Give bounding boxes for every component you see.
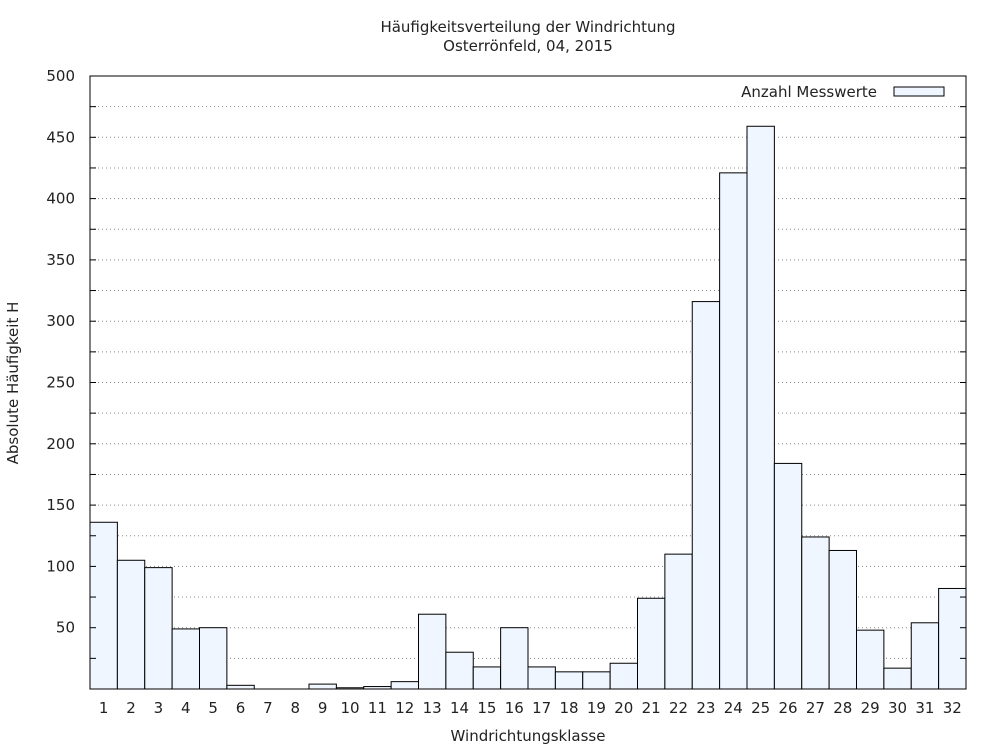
x-tick-label: 23 — [696, 699, 715, 717]
bars — [89, 125, 967, 690]
bar — [500, 627, 529, 690]
bar — [910, 622, 940, 690]
x-tick-label: 24 — [724, 699, 743, 717]
x-axis-label: Windrichtungsklasse — [451, 727, 606, 745]
bar — [582, 671, 611, 690]
x-tick-label: 6 — [236, 699, 246, 717]
x-tick-label: 1 — [99, 699, 109, 717]
bar — [171, 628, 200, 690]
bar — [554, 671, 584, 690]
x-tick-label: 28 — [833, 699, 852, 717]
x-tick-label: 10 — [341, 699, 360, 717]
x-tick-label: 22 — [669, 699, 688, 717]
x-tick-label: 13 — [423, 699, 442, 717]
bar — [746, 125, 775, 690]
y-tick-label: 200 — [46, 435, 75, 453]
x-tick-label: 25 — [751, 699, 770, 717]
y-tick-label: 100 — [46, 557, 75, 575]
bar — [801, 536, 830, 690]
x-tick-label: 17 — [532, 699, 551, 717]
bar — [144, 567, 173, 690]
y-tick-label: 300 — [46, 312, 75, 330]
bar — [691, 301, 721, 690]
x-tick-label: 31 — [915, 699, 934, 717]
bar — [719, 172, 748, 690]
bar — [664, 553, 693, 690]
chart-subtitle: Osterrönfeld, 04, 2015 — [443, 37, 613, 55]
x-tick-label: 30 — [888, 699, 907, 717]
bar — [89, 521, 118, 690]
x-tick-label: 16 — [505, 699, 524, 717]
x-tick-label: 18 — [560, 699, 579, 717]
x-tick-label: 21 — [642, 699, 661, 717]
legend-swatch — [893, 86, 945, 97]
bar — [856, 629, 885, 690]
x-tick-label: 4 — [181, 699, 191, 717]
y-tick-label: 450 — [46, 128, 75, 146]
x-tick-label: 20 — [614, 699, 633, 717]
x-tick-label: 29 — [861, 699, 880, 717]
x-tick-label: 26 — [779, 699, 798, 717]
bar — [472, 666, 502, 690]
y-tick-label: 250 — [46, 374, 75, 392]
chart-title: Häufigkeitsverteilung der Windrichtung — [380, 18, 675, 36]
bar — [116, 559, 146, 690]
x-tick-label: 19 — [587, 699, 606, 717]
bar — [418, 613, 447, 690]
x-tick-label: 8 — [291, 699, 301, 717]
x-tick-label: 11 — [368, 699, 387, 717]
x-tick-label: 3 — [154, 699, 164, 717]
bar — [828, 549, 857, 690]
y-tick-label: 150 — [46, 496, 75, 514]
legend: Anzahl Messwerte — [741, 83, 945, 101]
x-tick-label: 27 — [806, 699, 825, 717]
x-tick-label: 14 — [450, 699, 469, 717]
bar — [199, 627, 228, 690]
y-tick-label: 400 — [46, 190, 75, 208]
bar — [609, 662, 638, 690]
bar — [883, 667, 912, 690]
y-tick-label: 350 — [46, 251, 75, 269]
x-tick-label: 5 — [208, 699, 218, 717]
legend-label: Anzahl Messwerte — [741, 83, 877, 101]
x-tick-label: 2 — [126, 699, 136, 717]
bar — [308, 683, 337, 690]
x-tick-label: 7 — [263, 699, 273, 717]
bar — [226, 684, 255, 690]
bar — [527, 666, 556, 690]
y-axis-label: Absolute Häufigkeit H — [4, 302, 22, 465]
y-tick-label: 500 — [46, 67, 75, 85]
x-tick-label: 12 — [395, 699, 414, 717]
bar — [773, 462, 803, 690]
y-tick-label: 50 — [56, 619, 75, 637]
x-tick-label: 15 — [477, 699, 496, 717]
bar — [390, 681, 419, 690]
bar — [445, 651, 474, 690]
x-tick-label: 9 — [318, 699, 328, 717]
x-tick-labels: 1 2 3 4 5 6 7 8 9 10 11 12 13 14 15 16 17 18 19 20 21 22 23 24 2… — [99, 699, 962, 717]
tick-marks — [90, 75, 966, 659]
bar — [938, 587, 967, 690]
x-tick-label: 32 — [943, 699, 962, 717]
bar — [637, 597, 666, 690]
y-tick-labels: 50 100 150 200 250 300 350 400 450 500 — [46, 67, 75, 637]
